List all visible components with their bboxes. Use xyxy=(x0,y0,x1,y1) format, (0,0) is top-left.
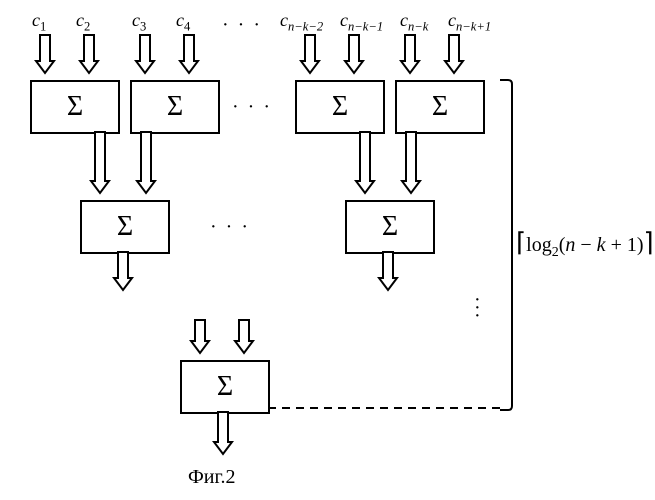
top-dots: · · · xyxy=(222,14,262,37)
input-label-c2: c2 xyxy=(76,10,90,35)
input-label-cnk1: cn−k−1 xyxy=(340,10,383,35)
bracket-formula: ⌈log2(n − k + 1)⌉ xyxy=(516,228,654,261)
input-label-cnkp1: cn−k+1 xyxy=(448,10,491,35)
row1-dots: · · · xyxy=(232,96,272,119)
sum-box-final: Σ xyxy=(180,360,270,414)
sum-box-r1-1: Σ xyxy=(30,80,120,134)
sum-box-r2-1: Σ xyxy=(80,200,170,254)
row2-dots: · · · xyxy=(210,216,250,239)
figure-caption: Фиг.2 xyxy=(188,466,235,489)
vertical-dots: ··· xyxy=(474,296,481,320)
sum-box-r2-2: Σ xyxy=(345,200,435,254)
diagram-canvas: c1 c2 c3 c4 · · · cn−k−2 cn−k−1 cn−k cn−… xyxy=(0,0,655,500)
sum-box-r1-3: Σ xyxy=(295,80,385,134)
input-label-cnk: cn−k xyxy=(400,10,428,35)
input-label-c1: c1 xyxy=(32,10,46,35)
sum-box-r1-4: Σ xyxy=(395,80,485,134)
input-label-cnk2: cn−k−2 xyxy=(280,10,323,35)
input-label-c4: c4 xyxy=(176,10,190,35)
sum-box-r1-2: Σ xyxy=(130,80,220,134)
input-label-c3: c3 xyxy=(132,10,146,35)
